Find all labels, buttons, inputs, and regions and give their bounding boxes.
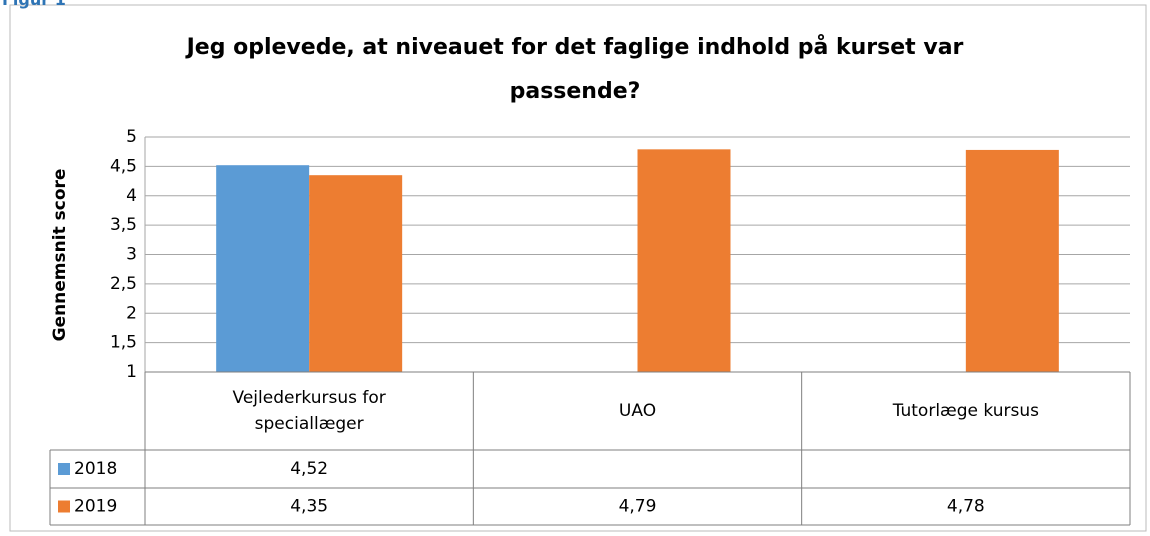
data-label: 4,78 bbox=[947, 497, 985, 517]
legend-label: 2019 bbox=[74, 497, 117, 517]
y-tick-label: 1,5 bbox=[110, 333, 137, 353]
y-axis-title: Gennemsnit score bbox=[50, 169, 70, 342]
bar bbox=[216, 165, 310, 372]
chart-title: Jeg oplevede, at niveauet for det faglig… bbox=[186, 35, 964, 104]
legend-label: 2018 bbox=[74, 459, 117, 479]
y-tick-label: 4 bbox=[126, 186, 137, 206]
bar bbox=[637, 149, 731, 372]
x-tick-label: Tutorlæge kursus bbox=[892, 401, 1039, 421]
y-tick-label: 3,5 bbox=[110, 215, 137, 235]
bar bbox=[309, 175, 403, 372]
y-tick-label: 4,5 bbox=[110, 156, 137, 176]
bar bbox=[965, 149, 1059, 372]
legend-swatch bbox=[58, 463, 70, 475]
y-tick-label: 2,5 bbox=[110, 274, 137, 294]
data-label: 4,52 bbox=[290, 459, 328, 479]
y-tick-label: 5 bbox=[126, 127, 137, 147]
data-label: 4,35 bbox=[290, 497, 328, 517]
chart-border bbox=[9, 4, 1147, 532]
x-tick-label: Vejlederkursus for speciallæger bbox=[232, 388, 386, 434]
data-label: 4,79 bbox=[619, 497, 657, 517]
figure-label: Figur 1 bbox=[2, 0, 66, 9]
y-tick-label: 3 bbox=[126, 245, 137, 265]
y-tick-label: 2 bbox=[126, 303, 137, 323]
legend-swatch bbox=[58, 500, 70, 513]
y-tick-label: 1 bbox=[126, 362, 137, 382]
x-tick-label: UAO bbox=[618, 401, 657, 421]
